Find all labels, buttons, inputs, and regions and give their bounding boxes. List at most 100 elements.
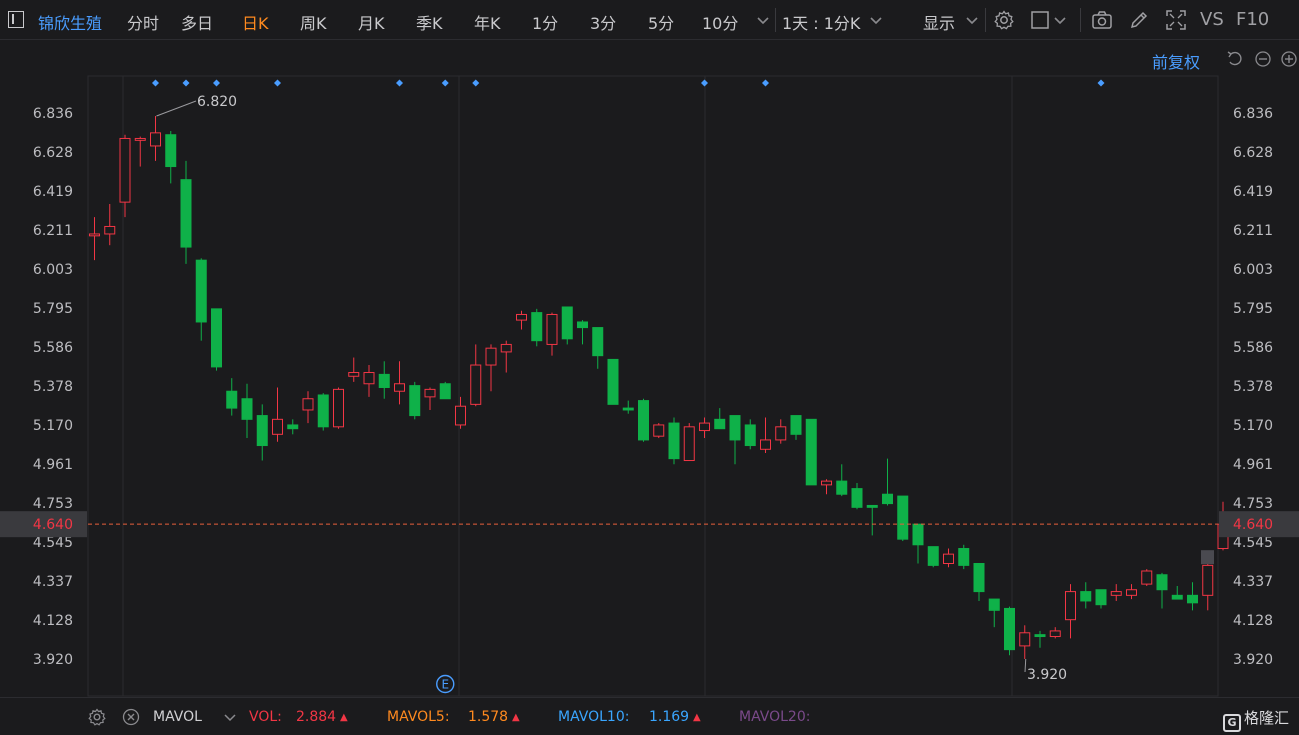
camera-icon[interactable] xyxy=(1091,9,1113,31)
candle[interactable] xyxy=(150,115,161,161)
event-markers[interactable]: E xyxy=(152,79,1105,694)
f10-button[interactable]: F10 xyxy=(1236,9,1270,30)
fullscreen-icon[interactable] xyxy=(1165,9,1187,31)
candle[interactable] xyxy=(607,358,619,405)
candle[interactable] xyxy=(165,130,177,184)
candle[interactable] xyxy=(760,417,771,454)
candle[interactable] xyxy=(134,136,146,167)
candle[interactable] xyxy=(943,548,954,568)
candle[interactable] xyxy=(927,546,939,568)
candle[interactable] xyxy=(958,544,970,570)
more-tabs-chevron-icon[interactable] xyxy=(755,10,777,32)
candle[interactable] xyxy=(988,598,1000,628)
event-marker-icon[interactable] xyxy=(701,79,708,87)
zoom-in-icon[interactable] xyxy=(1280,50,1298,68)
candle[interactable] xyxy=(1019,625,1031,659)
candle[interactable] xyxy=(638,398,649,442)
tab-duori[interactable]: 多日 xyxy=(181,14,214,33)
candle[interactable] xyxy=(119,134,131,218)
candle[interactable] xyxy=(516,310,527,330)
candle[interactable] xyxy=(805,418,817,486)
reset-icon[interactable] xyxy=(1226,50,1244,68)
display-chevron-icon[interactable] xyxy=(964,10,986,32)
candle[interactable] xyxy=(561,306,573,345)
draw-pencil-icon[interactable] xyxy=(1128,9,1150,31)
candle[interactable] xyxy=(912,523,924,564)
tab-day-k[interactable]: 日K xyxy=(242,14,269,33)
tab-week-k[interactable]: 周K xyxy=(300,14,327,33)
candle[interactable] xyxy=(577,320,588,345)
candle[interactable] xyxy=(683,423,695,462)
candle[interactable] xyxy=(821,479,832,495)
tab-5min[interactable]: 5分 xyxy=(648,14,675,33)
candle[interactable] xyxy=(531,308,543,347)
candle[interactable] xyxy=(622,400,634,414)
candle[interactable] xyxy=(1049,627,1061,639)
indicator-name[interactable]: MAVOL xyxy=(153,709,202,725)
candle[interactable] xyxy=(226,378,238,416)
candle[interactable] xyxy=(378,361,390,399)
candle[interactable] xyxy=(1034,630,1046,648)
event-marker-icon[interactable] xyxy=(396,79,403,87)
candle[interactable] xyxy=(317,393,329,431)
candle[interactable] xyxy=(1156,572,1168,609)
event-marker-icon[interactable] xyxy=(1097,79,1105,87)
candles[interactable] xyxy=(89,115,1229,659)
tab-1min[interactable]: 1分 xyxy=(532,14,559,33)
period-selector[interactable]: 1天 : 1分K xyxy=(782,14,861,33)
checkbox-chevron-icon[interactable] xyxy=(1052,10,1074,32)
indicator-settings-gear-icon[interactable] xyxy=(87,707,107,727)
candle[interactable] xyxy=(729,415,741,465)
event-marker-icon[interactable] xyxy=(152,79,159,87)
candle[interactable] xyxy=(104,204,116,246)
candle[interactable] xyxy=(348,357,360,382)
candle[interactable] xyxy=(500,340,512,373)
period-chevron-icon[interactable] xyxy=(868,10,890,32)
candle[interactable] xyxy=(287,419,299,435)
indicator-chevron-icon[interactable] xyxy=(222,708,242,728)
panel-toggle-icon[interactable] xyxy=(8,11,24,28)
earnings-e-icon[interactable] xyxy=(436,674,455,694)
candle[interactable] xyxy=(485,344,497,392)
candle[interactable] xyxy=(775,419,787,444)
candle[interactable] xyxy=(1126,584,1137,600)
candle[interactable] xyxy=(256,404,268,461)
candle[interactable] xyxy=(195,258,207,341)
candle[interactable] xyxy=(1065,584,1076,639)
candle[interactable] xyxy=(470,344,482,407)
price-adjust-selector[interactable]: 前复权 xyxy=(1152,53,1201,72)
event-marker-icon[interactable] xyxy=(213,79,220,87)
candle[interactable] xyxy=(851,482,863,510)
tab-3min[interactable]: 3分 xyxy=(590,14,617,33)
candle[interactable] xyxy=(89,217,100,261)
candle[interactable] xyxy=(546,312,558,356)
candle[interactable] xyxy=(439,381,451,400)
candle[interactable] xyxy=(1080,582,1092,609)
zoom-out-icon[interactable] xyxy=(1254,50,1272,68)
tab-quarter-k[interactable]: 季K xyxy=(416,14,443,33)
candle[interactable] xyxy=(424,387,436,410)
candle[interactable] xyxy=(592,327,604,369)
candle[interactable] xyxy=(272,387,283,442)
candle[interactable] xyxy=(714,408,726,430)
candle[interactable] xyxy=(1110,584,1122,601)
candle[interactable] xyxy=(211,308,222,371)
candle[interactable] xyxy=(455,396,466,429)
candle[interactable] xyxy=(653,423,665,439)
candle[interactable] xyxy=(668,417,680,465)
candle[interactable] xyxy=(744,419,756,450)
event-marker-icon[interactable] xyxy=(182,79,190,87)
candle[interactable] xyxy=(699,417,710,439)
candle[interactable] xyxy=(1171,585,1183,600)
settings-gear-icon[interactable] xyxy=(993,9,1015,31)
tab-month-k[interactable]: 月K xyxy=(358,14,385,33)
display-menu[interactable]: 显示 xyxy=(923,14,956,33)
close-indicator-icon[interactable] xyxy=(121,707,141,727)
candle[interactable] xyxy=(866,504,878,536)
candlestick-chart[interactable]: 6.836 6.628 6.419 6.211 6.003 5.795 5.586 5.378… xyxy=(0,40,1299,697)
candle[interactable] xyxy=(897,495,909,542)
candle[interactable] xyxy=(836,464,848,497)
event-marker-icon[interactable] xyxy=(274,79,281,87)
tab-10min[interactable]: 10分 xyxy=(702,14,739,33)
candle[interactable] xyxy=(409,381,421,420)
